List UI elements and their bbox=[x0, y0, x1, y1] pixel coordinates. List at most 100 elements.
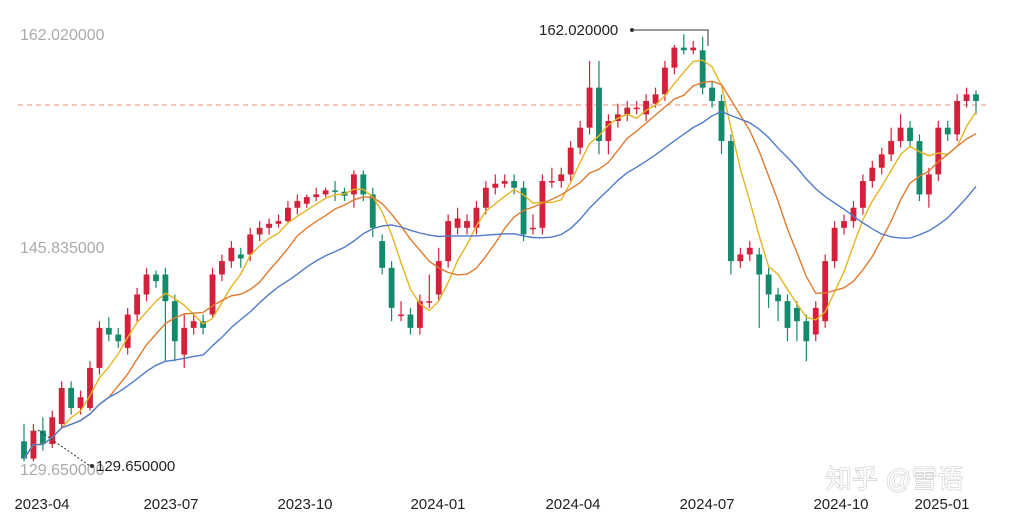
candle bbox=[690, 40, 697, 55]
candle bbox=[605, 114, 612, 155]
candle bbox=[614, 103, 621, 128]
candle-body-up bbox=[294, 201, 301, 208]
candle-body-up bbox=[124, 314, 131, 348]
candle bbox=[388, 261, 395, 322]
candle-body-up bbox=[322, 190, 329, 195]
candle-body-up bbox=[256, 227, 263, 235]
candle-body-up bbox=[662, 67, 668, 95]
candle bbox=[680, 34, 687, 55]
candle bbox=[379, 234, 386, 275]
candle bbox=[699, 36, 706, 95]
candle bbox=[313, 187, 320, 202]
low-annotation-dot bbox=[90, 464, 94, 468]
candle bbox=[153, 270, 159, 288]
candle bbox=[954, 94, 961, 142]
high-annotation-dot bbox=[630, 28, 634, 32]
candle bbox=[793, 301, 800, 342]
candle bbox=[360, 170, 367, 202]
candle-body-down bbox=[511, 181, 518, 188]
candle-body-up bbox=[558, 174, 565, 182]
candle-body-up bbox=[746, 247, 753, 255]
candle-body-down bbox=[388, 267, 395, 308]
candle bbox=[266, 218, 272, 235]
candle-body-down bbox=[153, 274, 159, 282]
candle bbox=[445, 214, 452, 268]
candle-body-down bbox=[793, 307, 800, 322]
candle-body-up bbox=[643, 100, 650, 115]
candle-body-down bbox=[237, 254, 244, 259]
high-annotation-label: 162.020000 bbox=[539, 22, 618, 39]
candle-body-up bbox=[96, 327, 103, 368]
candle-body-up bbox=[897, 127, 904, 142]
candle-body-up bbox=[737, 254, 744, 262]
candle-body-up bbox=[435, 261, 442, 295]
candle bbox=[539, 174, 546, 235]
candle bbox=[756, 247, 763, 328]
candle-body-down bbox=[775, 294, 781, 302]
candle bbox=[21, 423, 27, 462]
y-label-bottom: 129.650000 bbox=[20, 462, 105, 479]
candle bbox=[567, 141, 574, 182]
candle bbox=[416, 294, 423, 335]
candle-body-down bbox=[21, 441, 27, 459]
candle bbox=[58, 381, 65, 428]
x-label-2025-01: 2025-01 bbox=[914, 496, 969, 513]
y-label-top: 162.020000 bbox=[20, 27, 105, 44]
candle bbox=[878, 147, 885, 175]
candle bbox=[162, 267, 169, 362]
candle bbox=[765, 267, 772, 308]
candle bbox=[859, 174, 866, 215]
candle bbox=[87, 361, 93, 411]
candle-body-up bbox=[228, 247, 235, 262]
candle-body-up bbox=[426, 301, 433, 303]
candle-body-up bbox=[247, 234, 254, 255]
candle bbox=[398, 301, 404, 322]
candle bbox=[850, 201, 857, 228]
candle-body-down bbox=[728, 141, 734, 262]
candle-body-up bbox=[831, 227, 838, 262]
candle-body-up bbox=[963, 94, 970, 101]
candle-body-up bbox=[303, 197, 310, 204]
candle bbox=[944, 121, 951, 142]
low-annotation: 129.650000 bbox=[37, 429, 175, 475]
candle-body-up bbox=[690, 47, 697, 51]
candle-body-up bbox=[445, 221, 452, 262]
candle bbox=[473, 201, 480, 235]
candle-body-up bbox=[888, 141, 895, 155]
candle-body-up bbox=[548, 181, 555, 183]
candle bbox=[171, 294, 178, 362]
candle bbox=[294, 194, 301, 215]
candle-body-up bbox=[869, 167, 876, 182]
candle-body-up bbox=[416, 301, 423, 328]
candle bbox=[662, 60, 668, 101]
candle-body-up bbox=[812, 307, 819, 335]
candle-body-down bbox=[803, 321, 810, 342]
x-label-2024-01: 2024-01 bbox=[410, 496, 465, 513]
candle bbox=[973, 90, 979, 115]
candle bbox=[256, 221, 263, 242]
candle-body-up bbox=[935, 127, 942, 175]
candle bbox=[482, 181, 489, 215]
candle-body-up bbox=[822, 261, 829, 322]
candle bbox=[558, 167, 565, 188]
candle bbox=[284, 201, 291, 224]
candle-body-down bbox=[39, 430, 46, 444]
candle bbox=[492, 174, 499, 195]
candle-body-down bbox=[784, 301, 791, 328]
candle-body-up bbox=[530, 227, 536, 230]
candle-body-up bbox=[275, 221, 282, 224]
candle bbox=[916, 134, 923, 202]
candle-body-down bbox=[105, 327, 112, 335]
candle-body-up bbox=[841, 221, 847, 228]
candle bbox=[784, 294, 791, 342]
candle-body-up bbox=[190, 321, 197, 328]
candle-body-up bbox=[652, 94, 659, 104]
candle-body-up bbox=[219, 261, 225, 275]
candle-body-up bbox=[77, 397, 84, 408]
candle bbox=[426, 274, 433, 308]
candle bbox=[237, 247, 244, 268]
candle-body-up bbox=[49, 417, 56, 444]
candle-body-up bbox=[586, 87, 593, 128]
candle-body-down bbox=[709, 87, 716, 101]
candle-body-up bbox=[567, 147, 574, 175]
